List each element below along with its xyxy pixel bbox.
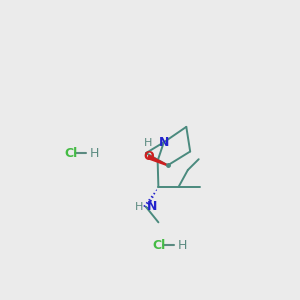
Text: O: O <box>143 150 154 164</box>
Text: Cl: Cl <box>152 239 166 252</box>
Text: H: H <box>134 202 143 212</box>
Text: H: H <box>178 239 187 252</box>
Text: H: H <box>144 138 152 148</box>
Text: Cl: Cl <box>64 146 78 160</box>
Text: H: H <box>90 146 100 160</box>
Polygon shape <box>148 155 168 166</box>
Text: N: N <box>147 200 157 213</box>
Text: N: N <box>159 136 169 149</box>
